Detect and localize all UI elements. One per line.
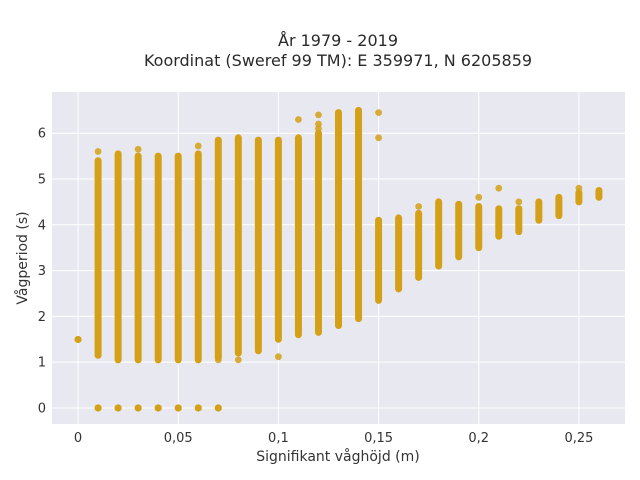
data-point-zero (174, 404, 182, 412)
chart-title-line2: Koordinat (Sweref 99 TM): E 359971, N 62… (144, 51, 532, 70)
y-axis-label: Vågperiod (s) (14, 211, 31, 304)
data-point-outlier (214, 356, 222, 364)
chart-title-line1: År 1979 - 2019 (278, 31, 398, 50)
y-tick-labels: 0 1 2 3 4 5 6 (38, 127, 46, 417)
data-point-zero (154, 404, 162, 412)
data-point-outlier (355, 198, 362, 206)
x-tick-label: 0,2 (468, 431, 489, 446)
x-axis-label: Signifikant våghöjd (m) (256, 448, 419, 465)
data-point-outlier (375, 109, 382, 117)
y-tick-label: 0 (38, 401, 46, 416)
data-point-outlier (234, 356, 242, 364)
y-tick-label: 5 (38, 173, 46, 188)
x-tick-label: 0,1 (268, 431, 289, 446)
data-point-zero (194, 404, 202, 412)
data-points (74, 106, 603, 412)
x-tick-label: 0,05 (164, 431, 193, 446)
data-point-outlier (94, 148, 102, 155)
data-point-zero (94, 404, 102, 412)
data-point-outlier (194, 142, 202, 150)
data-point-outlier (515, 198, 523, 206)
data-point-outlier (94, 326, 102, 334)
data-point (74, 335, 82, 344)
data-point-outlier (134, 145, 142, 153)
data-point-outlier (495, 184, 503, 192)
x-tick-label: 0,25 (564, 431, 593, 446)
data-point-outlier (315, 111, 322, 119)
data-point-outlier (94, 312, 102, 320)
data-point-outlier (575, 184, 583, 192)
data-point-zero (214, 404, 222, 412)
y-tick-label: 4 (38, 218, 46, 233)
x-tick-label: 0 (74, 431, 82, 446)
data-point-zero (134, 404, 142, 412)
data-point-outlier (274, 353, 282, 361)
data-point-outlier (375, 134, 382, 142)
y-tick-label: 2 (38, 310, 46, 325)
data-point-zero (114, 404, 122, 412)
data-point-outlier (295, 116, 302, 123)
data-point-outlier (475, 193, 483, 201)
y-tick-label: 6 (38, 127, 46, 142)
data-point-outlier (315, 120, 322, 128)
y-tick-label: 3 (38, 264, 46, 279)
y-tick-label: 1 (38, 356, 46, 371)
x-tick-label: 0,15 (364, 431, 393, 446)
x-tick-labels: 0 0,05 0,1 0,15 0,2 0,25 (74, 431, 593, 446)
data-point-outlier (415, 203, 423, 210)
